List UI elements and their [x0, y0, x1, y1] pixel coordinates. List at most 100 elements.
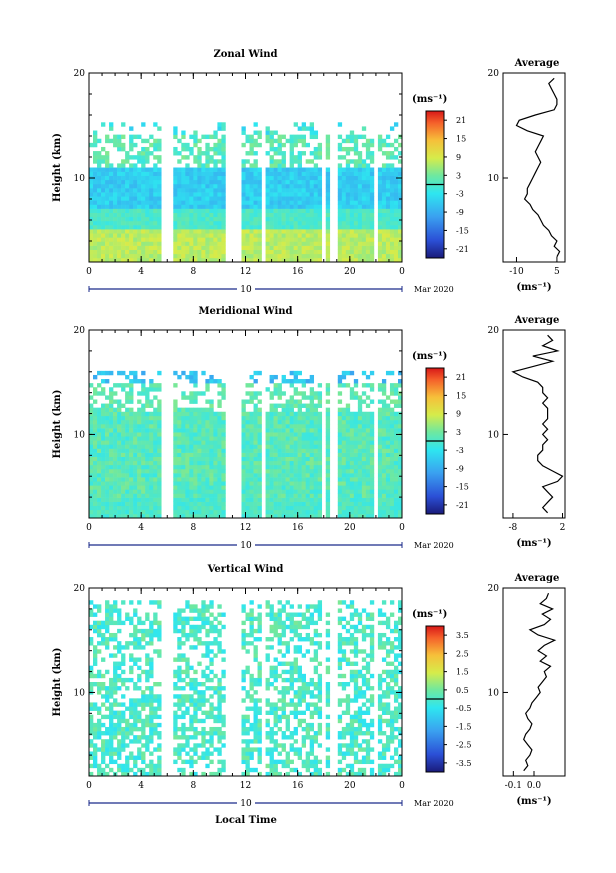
- average-x-label: (ms⁻¹): [516, 282, 551, 293]
- date-label: Mar 2020: [414, 285, 454, 294]
- colorbar-tick-label: 2.5: [456, 649, 469, 658]
- average-y-tick-label: 20: [488, 584, 500, 594]
- x-tick-label: 0: [86, 523, 92, 533]
- panel-title: Vertical Wind: [207, 564, 284, 575]
- day-label-bg: [237, 540, 255, 550]
- average-y-tick-label: 10: [488, 688, 500, 698]
- colorbar-tick-label: -3.5: [456, 759, 471, 768]
- x-tick-label: 12: [240, 523, 251, 533]
- colorbar-tick-label: 9: [456, 153, 461, 162]
- colorbar-unit: (ms⁻¹): [412, 609, 447, 620]
- average-y-tick-label: 10: [488, 174, 500, 184]
- colorbar-tick-label: -0.5: [456, 704, 471, 713]
- colorbar-tick-label: 21: [456, 116, 466, 125]
- colorbar-tick-label: -15: [456, 226, 469, 235]
- x-tick-label: 12: [240, 267, 251, 277]
- x-tick-label: 8: [190, 781, 196, 791]
- colorbar-tick-label: 9: [456, 410, 461, 419]
- colorbar-tick-label: 15: [456, 135, 466, 144]
- average-profile-line: [523, 592, 557, 772]
- date-label: Mar 2020: [414, 541, 454, 550]
- average-frame: [502, 587, 566, 777]
- colorbar-unit: (ms⁻¹): [412, 351, 447, 362]
- y-tick-label: 10: [74, 174, 86, 184]
- average-profile-line: [511, 334, 564, 514]
- colorbar-tick-label: -3: [456, 446, 464, 455]
- x-tick-label: 16: [292, 523, 304, 533]
- day-label: 10: [240, 285, 252, 295]
- average-y-tick-label: 20: [488, 69, 500, 79]
- day-label: 10: [240, 541, 252, 551]
- y-tick-label: 20: [74, 326, 86, 336]
- x-tick-label: 4: [138, 523, 144, 533]
- x-tick-label: 0: [399, 781, 405, 791]
- x-tick-label: 4: [138, 267, 144, 277]
- average-frame: [502, 329, 566, 519]
- y-axis-label: Height (km): [52, 390, 63, 459]
- panel-2: Vertical Wind 10 20 Height (km) 0 4 8 12 16 20 0 10…: [52, 564, 566, 809]
- x-tick-label: 12: [240, 781, 251, 791]
- colorbar-unit: (ms⁻¹): [412, 94, 447, 105]
- y-tick-label: 20: [74, 584, 86, 594]
- average-x-tick-label: -8: [509, 523, 518, 533]
- average-x-tick-label: 5: [554, 267, 560, 277]
- x-tick-label: 8: [190, 523, 196, 533]
- x-tick-label: 4: [138, 781, 144, 791]
- panel-title: Meridional Wind: [198, 306, 292, 317]
- colorbar-tick-label: 21: [456, 373, 466, 382]
- average-y-tick-label: 10: [488, 430, 500, 440]
- x-tick-label: 0: [86, 781, 92, 791]
- colorbar-tick-label: -9: [456, 208, 464, 217]
- day-label-bg: [237, 284, 255, 294]
- average-x-tick-label: 0.0: [527, 781, 542, 791]
- heatmap-cells: [89, 370, 403, 519]
- average-frame: [502, 72, 566, 263]
- average-title: Average: [514, 573, 560, 584]
- panel-1: Meridional Wind 10 20 Height (km) 0 4 8 12 16 20 0…: [52, 306, 566, 551]
- colorbar-tick-label: -21: [456, 245, 469, 254]
- colorbar-tick-label: 3: [456, 428, 461, 437]
- average-x-tick-label: -0.1: [505, 781, 522, 791]
- date-label: Mar 2020: [414, 799, 454, 808]
- x-tick-label: 16: [292, 781, 304, 791]
- colorbar-tick-label: 15: [456, 391, 466, 400]
- average-x-tick-label: 2: [560, 523, 566, 533]
- day-label: 10: [240, 799, 252, 809]
- colorbar-tick-label: -21: [456, 501, 469, 510]
- average-title: Average: [514, 58, 560, 69]
- average-x-label: (ms⁻¹): [516, 538, 551, 549]
- average-y-tick-label: 20: [488, 326, 500, 336]
- colorbar-tick-label: -9: [456, 464, 464, 473]
- heatmap-cells: [89, 600, 403, 777]
- colorbar-tick-label: 0.5: [456, 686, 469, 695]
- x-tick-label: 20: [344, 267, 356, 277]
- x-tick-label: 0: [399, 523, 405, 533]
- colorbar-tick-label: -3: [456, 190, 464, 199]
- y-tick-label: 10: [74, 688, 86, 698]
- colorbar-tick-label: 1.5: [456, 668, 469, 677]
- colorbar-tick-label: -2.5: [456, 741, 471, 750]
- panel-0: Zonal Wind 10 20 Height (km) 0 4 8 12 16 20 0 10 Mar…: [52, 49, 566, 295]
- x-axis-label: Local Time: [215, 815, 277, 826]
- y-tick-label: 20: [74, 69, 86, 79]
- x-tick-label: 20: [344, 781, 356, 791]
- x-tick-label: 8: [190, 267, 196, 277]
- y-axis-label: Height (km): [52, 648, 63, 717]
- day-label-bg: [237, 798, 255, 808]
- average-profile-line: [515, 77, 561, 258]
- colorbar-tick-label: -1.5: [456, 722, 471, 731]
- x-tick-label: 0: [86, 267, 92, 277]
- y-axis-label: Height (km): [52, 133, 63, 202]
- average-x-label: (ms⁻¹): [516, 796, 551, 807]
- x-tick-label: 0: [399, 267, 405, 277]
- panel-title: Zonal Wind: [213, 49, 277, 60]
- colorbar-tick-label: 3: [456, 171, 461, 180]
- average-title: Average: [514, 315, 560, 326]
- heatmap-cells: [89, 122, 403, 263]
- x-tick-label: 16: [292, 267, 304, 277]
- colorbar-tick-label: 3.5: [456, 631, 469, 640]
- y-tick-label: 10: [74, 430, 86, 440]
- colorbar-tick-label: -15: [456, 483, 469, 492]
- x-tick-label: 20: [344, 523, 356, 533]
